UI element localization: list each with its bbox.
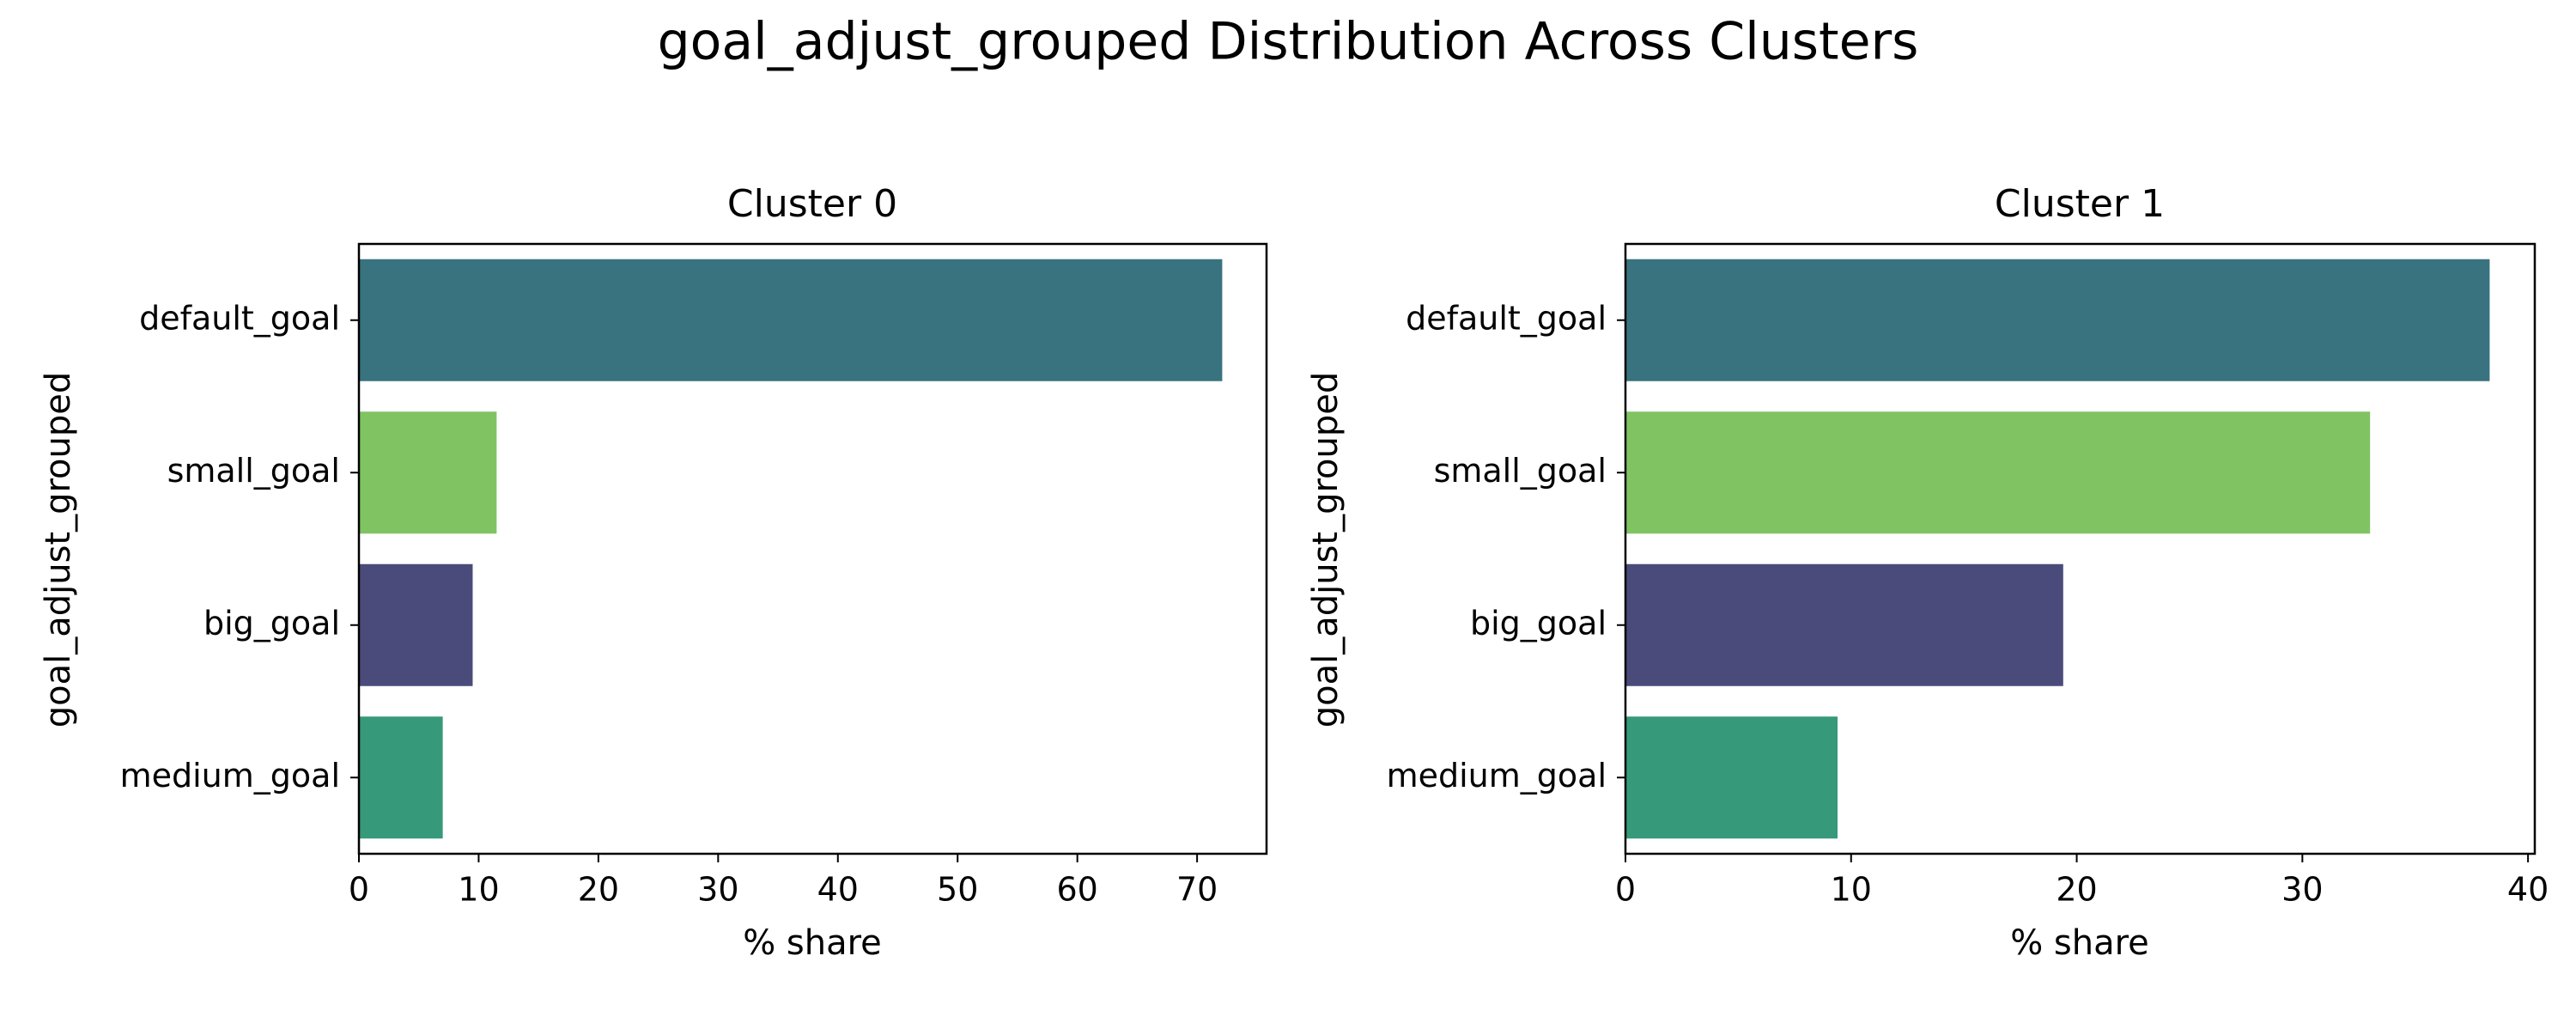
bar-default-goal <box>1625 259 2490 381</box>
y-tick-label: big_goal <box>1470 604 1607 642</box>
bar-marks: default_goal small_goal big_goal medium_goa… <box>1387 242 2549 909</box>
x-axis-label: % share <box>2010 923 2149 963</box>
x-tick-label: 30 <box>697 871 738 909</box>
y-tick-label: big_goal <box>204 604 340 642</box>
bar-marks: default_goal small_goal big_goal medium_goa… <box>120 242 1268 909</box>
bar-medium-goal <box>1625 716 1838 839</box>
y-tick-label: default_goal <box>1406 299 1607 337</box>
x-tick-label: 20 <box>2056 871 2097 909</box>
x-tick-label: 70 <box>1176 871 1218 909</box>
x-tick-label: 20 <box>578 871 619 909</box>
cluster-0-panel: Cluster 0 % share goal_adjust_grouped de… <box>39 182 1268 963</box>
axes-frame <box>357 242 1268 855</box>
x-tick-label: 40 <box>817 871 859 909</box>
bar-big-goal <box>359 563 473 686</box>
x-tick-label: 60 <box>1056 871 1097 909</box>
x-tick-label: 0 <box>349 871 369 909</box>
y-tick-label: medium_goal <box>1387 757 1607 795</box>
x-tick-label: 10 <box>1831 871 1872 909</box>
panel-title: Cluster 0 <box>727 182 897 226</box>
x-tick-label: 40 <box>2507 871 2549 909</box>
bar-big-goal <box>1625 563 2063 686</box>
y-tick-label: small_goal <box>1434 452 1607 490</box>
bar-small-goal <box>359 411 497 534</box>
x-tick-label: 50 <box>937 871 978 909</box>
bar-small-goal <box>1625 411 2371 534</box>
x-axis-label: % share <box>743 923 882 963</box>
x-tick-label: 10 <box>458 871 499 909</box>
bar-medium-goal <box>359 716 443 839</box>
x-tick-label: 0 <box>1615 871 1636 909</box>
axes-frame <box>1624 242 2537 855</box>
y-axis-label: goal_adjust_grouped <box>1306 372 1346 728</box>
cluster-1-panel: Cluster 1 % share goal_adjust_grouped de… <box>1306 182 2549 963</box>
panel-title: Cluster 1 <box>1995 182 2165 226</box>
x-tick-label: 30 <box>2281 871 2323 909</box>
y-axis-label: goal_adjust_grouped <box>39 372 78 728</box>
bar-default-goal <box>359 259 1223 381</box>
y-tick-label: small_goal <box>167 452 340 490</box>
figure-title: goal_adjust_grouped Distribution Across … <box>658 12 1919 72</box>
y-tick-label: default_goal <box>139 299 340 337</box>
y-tick-label: medium_goal <box>120 757 340 795</box>
